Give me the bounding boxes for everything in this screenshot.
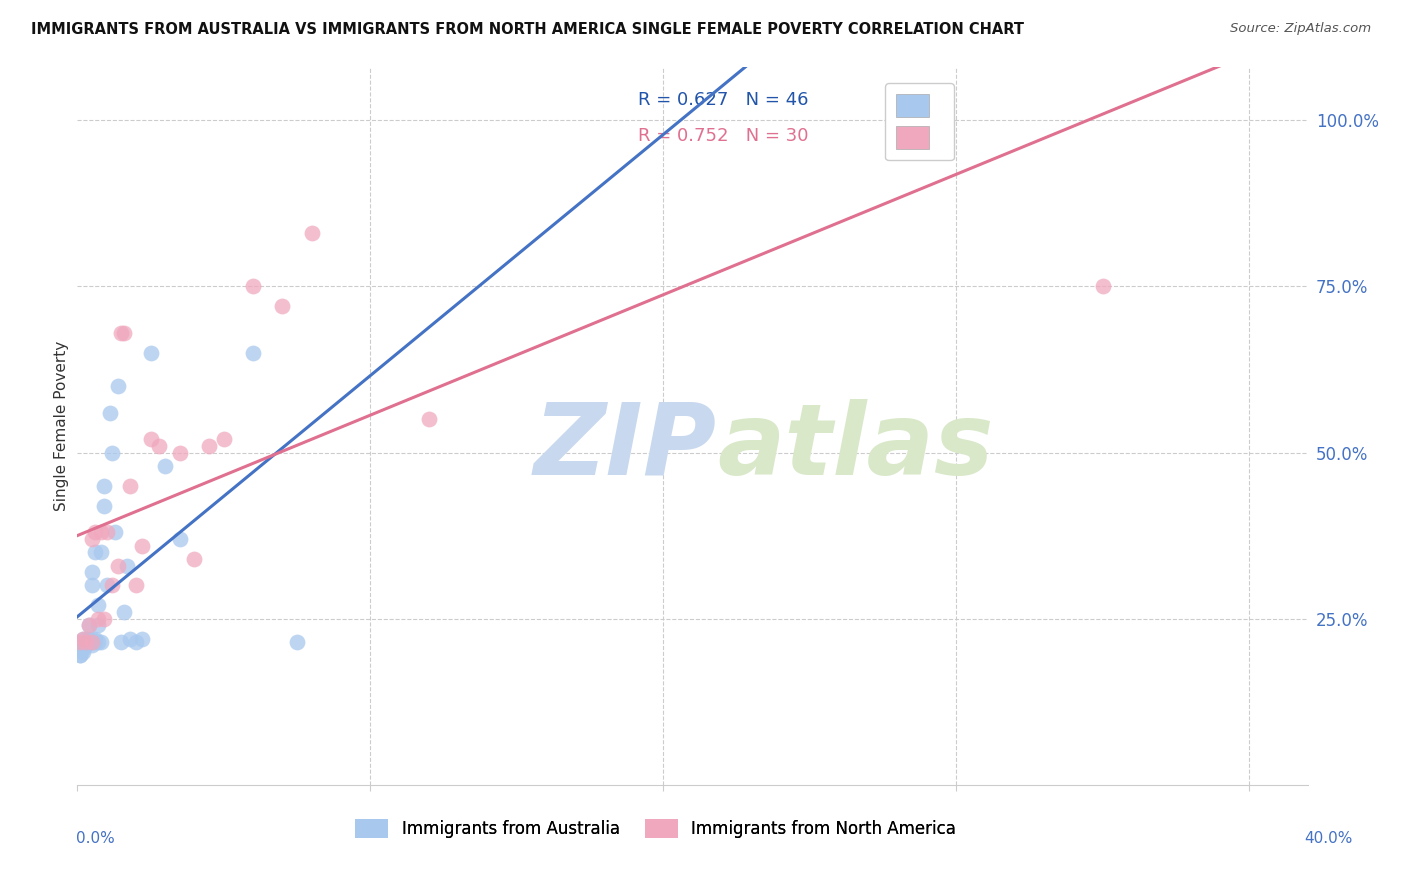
- Point: [125, 635, 148, 649]
- Point: [80, 532, 103, 546]
- Point: [418, 412, 440, 426]
- Point: [148, 439, 170, 453]
- Point: [72, 645, 94, 659]
- Point: [107, 558, 129, 573]
- Point: [96, 525, 118, 540]
- Point: [301, 226, 323, 240]
- Point: [112, 605, 135, 619]
- Point: [285, 635, 308, 649]
- Point: [75, 638, 97, 652]
- Text: atlas: atlas: [717, 399, 994, 496]
- Point: [1091, 279, 1114, 293]
- Point: [69, 641, 91, 656]
- Point: [139, 432, 162, 446]
- Point: [84, 545, 107, 559]
- Point: [131, 539, 153, 553]
- Point: [131, 632, 153, 646]
- Point: [104, 525, 127, 540]
- Point: [84, 525, 107, 540]
- Point: [75, 632, 97, 646]
- Point: [77, 618, 100, 632]
- Point: [80, 638, 103, 652]
- Point: [72, 635, 94, 649]
- Point: [72, 641, 94, 656]
- Point: [77, 618, 100, 632]
- Point: [96, 578, 118, 592]
- Y-axis label: Single Female Poverty: Single Female Poverty: [53, 341, 69, 511]
- Point: [120, 632, 141, 646]
- Point: [120, 479, 141, 493]
- Text: 0.0%: 0.0%: [76, 831, 115, 847]
- Point: [93, 612, 115, 626]
- Point: [72, 632, 94, 646]
- Point: [112, 326, 135, 340]
- Point: [886, 113, 908, 128]
- Point: [80, 632, 103, 646]
- Text: Source: ZipAtlas.com: Source: ZipAtlas.com: [1230, 22, 1371, 36]
- Text: IMMIGRANTS FROM AUSTRALIA VS IMMIGRANTS FROM NORTH AMERICA SINGLE FEMALE POVERTY: IMMIGRANTS FROM AUSTRALIA VS IMMIGRANTS …: [31, 22, 1024, 37]
- Point: [125, 578, 148, 592]
- Point: [80, 578, 103, 592]
- Point: [93, 479, 115, 493]
- Point: [198, 439, 221, 453]
- Point: [72, 632, 94, 646]
- Point: [101, 578, 124, 592]
- Point: [212, 432, 235, 446]
- Point: [75, 635, 97, 649]
- Point: [75, 635, 97, 649]
- Point: [75, 635, 97, 649]
- Point: [98, 406, 121, 420]
- Point: [90, 545, 112, 559]
- Point: [77, 632, 100, 646]
- Point: [69, 648, 91, 663]
- Point: [69, 648, 91, 663]
- Point: [87, 635, 110, 649]
- Point: [84, 632, 107, 646]
- Point: [153, 458, 177, 473]
- Point: [242, 279, 264, 293]
- Point: [80, 635, 103, 649]
- Point: [110, 635, 132, 649]
- Point: [271, 299, 294, 313]
- Text: R = 0.752   N = 30: R = 0.752 N = 30: [638, 128, 808, 145]
- Point: [84, 635, 107, 649]
- Point: [93, 499, 115, 513]
- Point: [139, 346, 162, 360]
- Point: [90, 635, 112, 649]
- Point: [90, 525, 112, 540]
- Point: [115, 558, 138, 573]
- Point: [107, 379, 129, 393]
- Point: [169, 445, 191, 459]
- Legend: Immigrants from Australia, Immigrants from North America: Immigrants from Australia, Immigrants fr…: [349, 813, 963, 845]
- Point: [87, 612, 110, 626]
- Point: [80, 565, 103, 579]
- Text: 40.0%: 40.0%: [1305, 831, 1353, 847]
- Point: [242, 346, 264, 360]
- Text: R = 0.627   N = 46: R = 0.627 N = 46: [638, 91, 808, 110]
- Point: [80, 635, 103, 649]
- Point: [77, 635, 100, 649]
- Point: [87, 618, 110, 632]
- Point: [169, 532, 191, 546]
- Text: ZIP: ZIP: [534, 399, 717, 496]
- Point: [69, 635, 91, 649]
- Point: [183, 552, 205, 566]
- Point: [77, 635, 100, 649]
- Point: [110, 326, 132, 340]
- Point: [87, 599, 110, 613]
- Point: [101, 445, 124, 459]
